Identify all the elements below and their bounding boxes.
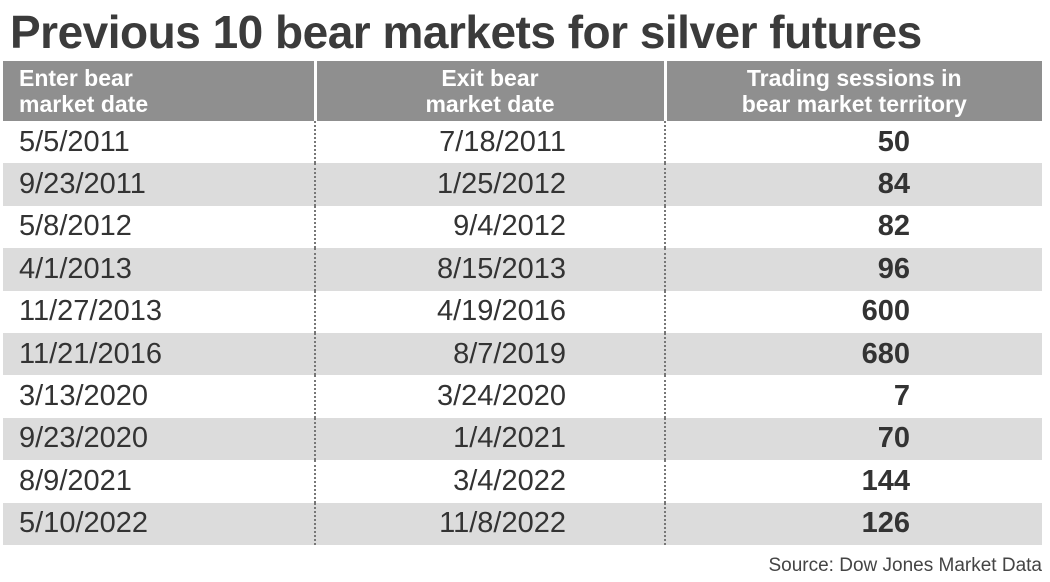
table-header: Enter bear market date Exit bear market … bbox=[3, 61, 1042, 121]
exit-date-cell: 1/4/2021 bbox=[315, 417, 666, 461]
exit-date-cell: 7/18/2011 bbox=[315, 121, 666, 164]
table-row: 5/8/2012 9/4/2012 82 bbox=[3, 205, 1042, 249]
sessions-cell: 600 bbox=[861, 295, 910, 328]
exit-date-cell: 8/7/2019 bbox=[315, 332, 666, 376]
enter-date-cell: 5/8/2012 bbox=[3, 205, 316, 249]
column-header-enter-line2: market date bbox=[19, 91, 149, 117]
column-header-sessions-line2: bear market territory bbox=[741, 91, 967, 117]
enter-date-cell: 8/9/2021 bbox=[3, 460, 316, 503]
table-row: 11/21/2016 8/7/2019 680 bbox=[3, 332, 1042, 376]
column-header-exit: Exit bear market date bbox=[315, 61, 667, 121]
table-row: 9/23/2020 1/4/2021 70 bbox=[3, 417, 1042, 461]
enter-date-cell: 9/23/2020 bbox=[3, 417, 316, 461]
exit-date-cell: 3/24/2020 bbox=[315, 375, 666, 418]
sessions-cell: 126 bbox=[665, 502, 1042, 545]
exit-date-cell: 1/25/2012 bbox=[315, 163, 666, 206]
sessions-cell: 680 bbox=[665, 332, 1042, 376]
table-row: 5/10/2022 11/8/2022 126 bbox=[3, 502, 1042, 545]
column-header-exit-line2: market date bbox=[425, 91, 555, 117]
table-row: 11/27/2013 4/19/2016 600 bbox=[3, 290, 1042, 333]
table-row: 8/9/2021 3/4/2022 144 bbox=[3, 460, 1042, 503]
exit-date-cell: 8/15/2013 bbox=[315, 248, 666, 291]
enter-date-cell: 11/27/2013 bbox=[3, 290, 316, 333]
enter-date-cell: 3/13/2020 bbox=[3, 375, 316, 418]
table-row: 3/13/2020 3/24/2020 7 bbox=[3, 375, 1042, 418]
enter-date-cell: 5/10/2022 bbox=[3, 502, 316, 545]
exit-date-cell: 4/19/2016 bbox=[315, 290, 666, 333]
exit-date-cell: 3/4/2022 bbox=[315, 460, 666, 503]
column-header-sessions: Trading sessions in bear market territor… bbox=[665, 61, 1042, 121]
column-header-sessions-line1: Trading sessions in bbox=[746, 65, 962, 91]
bear-markets-table: Enter bear market date Exit bear market … bbox=[3, 61, 1042, 545]
page-title: Previous 10 bear markets for silver futu… bbox=[10, 6, 922, 58]
sessions-cell: 84 bbox=[665, 163, 1042, 206]
enter-date-cell: 11/21/2016 bbox=[3, 332, 316, 376]
enter-date-cell: 4/1/2013 bbox=[3, 248, 316, 291]
column-header-enter: Enter bear market date bbox=[3, 61, 317, 121]
exit-date-cell: 9/4/2012 bbox=[315, 205, 666, 249]
sessions-cell: 144 bbox=[861, 464, 910, 497]
sessions-cell: 7 bbox=[893, 380, 910, 413]
sessions-cell: 50 bbox=[877, 125, 910, 158]
sessions-cell: 82 bbox=[877, 210, 910, 243]
exit-date-cell: 11/8/2022 bbox=[315, 502, 666, 545]
enter-date-cell: 5/5/2011 bbox=[3, 121, 316, 164]
sessions-cell: 96 bbox=[665, 248, 1042, 291]
sessions-cell: 70 bbox=[665, 417, 1042, 461]
column-header-enter-line1: Enter bear bbox=[19, 65, 133, 91]
column-header-exit-line1: Exit bear bbox=[441, 65, 539, 91]
table-body: 5/5/2011 7/18/2011 50 9/23/2011 1/25/2012 84 5… bbox=[3, 121, 1042, 545]
source-note: Source: Dow Jones Market Data bbox=[768, 555, 1042, 576]
table-row: 9/23/2011 1/25/2012 84 bbox=[3, 163, 1042, 206]
enter-date-cell: 9/23/2011 bbox=[3, 163, 316, 206]
table-row: 5/5/2011 7/18/2011 50 bbox=[3, 121, 1042, 164]
table-row: 4/1/2013 8/15/2013 96 bbox=[3, 248, 1042, 291]
